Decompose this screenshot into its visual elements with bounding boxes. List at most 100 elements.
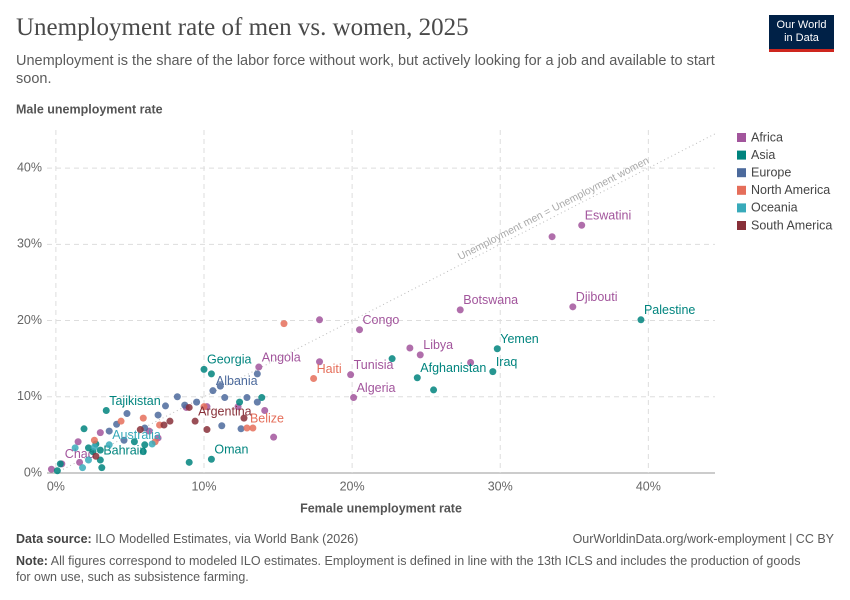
- point: [139, 414, 147, 422]
- point: [261, 406, 269, 414]
- point-label: Eswatini: [585, 209, 632, 223]
- point-label: Haiti: [317, 362, 342, 376]
- logo-text: Our World: [776, 19, 827, 31]
- point: [141, 441, 149, 449]
- point: [173, 393, 181, 401]
- legend-label: Europe: [751, 165, 791, 179]
- point-label: Djibouti: [576, 290, 618, 304]
- point: [258, 394, 266, 402]
- y-tick-label: 40%: [17, 160, 42, 174]
- point: [130, 438, 138, 446]
- y-tick-label: 30%: [17, 237, 42, 251]
- point: [105, 441, 113, 449]
- point: [406, 344, 414, 352]
- point: [193, 398, 201, 406]
- point-label: Australia: [112, 428, 161, 442]
- point-label: Tunisia: [354, 358, 394, 372]
- x-tick-label: 20%: [340, 479, 365, 493]
- point: [96, 429, 104, 437]
- point: [136, 426, 144, 434]
- point: [80, 425, 88, 433]
- legend-label: Asia: [751, 148, 775, 162]
- point: [90, 436, 98, 444]
- point: [56, 460, 64, 468]
- point: [356, 326, 364, 334]
- legend-swatch: [737, 221, 746, 230]
- point-label: Belize: [250, 411, 284, 425]
- chart: Male unemployment rate Female unemploymen…: [16, 102, 832, 515]
- point: [316, 316, 324, 324]
- point: [166, 417, 174, 425]
- point: [489, 368, 497, 376]
- point: [249, 424, 257, 432]
- legend-swatch: [737, 150, 746, 160]
- point: [79, 464, 87, 472]
- point: [84, 456, 92, 464]
- point: [154, 411, 162, 419]
- point: [84, 444, 92, 452]
- y-tick-label: 10%: [17, 389, 42, 403]
- logo[interactable]: Our World in Data: [769, 15, 834, 52]
- url[interactable]: OurWorldinData.org/work-employment | CC …: [572, 532, 834, 546]
- y-tick-label: 0%: [24, 465, 42, 479]
- point: [47, 465, 55, 473]
- point: [117, 417, 125, 425]
- note-text: All figures correspond to modeled ILO es…: [16, 554, 801, 584]
- point: [92, 452, 100, 460]
- point: [347, 371, 355, 379]
- point: [456, 306, 464, 314]
- point: [253, 370, 261, 378]
- logo-text: in Data: [784, 32, 819, 44]
- point: [139, 448, 147, 456]
- point-label: Palestine: [644, 303, 695, 317]
- point: [74, 438, 82, 446]
- point-label: Oman: [214, 443, 248, 457]
- x-tick-label: 30%: [488, 479, 513, 493]
- x-tick-label: 0%: [47, 479, 65, 493]
- x-tick-label: 40%: [636, 479, 661, 493]
- point: [253, 398, 261, 406]
- legend-label: Oceania: [751, 201, 798, 215]
- point: [569, 303, 577, 311]
- point: [240, 414, 248, 422]
- point-label: Albania: [216, 374, 258, 388]
- point: [203, 426, 211, 434]
- point: [160, 421, 168, 429]
- point: [216, 382, 224, 390]
- point: [243, 424, 251, 432]
- point: [71, 444, 79, 452]
- x-axis-label: Female unemployment rate: [300, 501, 462, 515]
- legend-swatch: [737, 133, 746, 142]
- point-label: Georgia: [207, 353, 252, 367]
- point: [76, 458, 84, 466]
- legend-swatch: [737, 203, 746, 213]
- point: [310, 374, 318, 382]
- point: [350, 394, 358, 402]
- point: [185, 403, 193, 411]
- point: [96, 446, 104, 454]
- point: [191, 417, 199, 425]
- point: [388, 355, 396, 363]
- point-label: Congo: [363, 313, 400, 327]
- legend-swatch: [737, 168, 746, 178]
- chart-title: Unemployment rate of men vs. women, 2025: [16, 14, 469, 41]
- point: [209, 387, 217, 395]
- legend-label: North America: [751, 183, 830, 197]
- point: [316, 358, 324, 366]
- chart-subtitle: Unemployment is the share of the labor f…: [16, 53, 715, 87]
- y-tick-label: 20%: [17, 313, 42, 327]
- point: [218, 422, 226, 430]
- point: [185, 458, 193, 466]
- point: [200, 365, 208, 373]
- point: [161, 402, 169, 410]
- point: [148, 440, 156, 448]
- point: [53, 467, 61, 475]
- point: [243, 394, 251, 402]
- source-label: Data source:: [16, 532, 92, 546]
- point: [98, 464, 106, 472]
- point: [413, 374, 421, 382]
- point: [236, 398, 244, 406]
- point-label: Afghanistan: [420, 361, 486, 375]
- point: [237, 425, 245, 433]
